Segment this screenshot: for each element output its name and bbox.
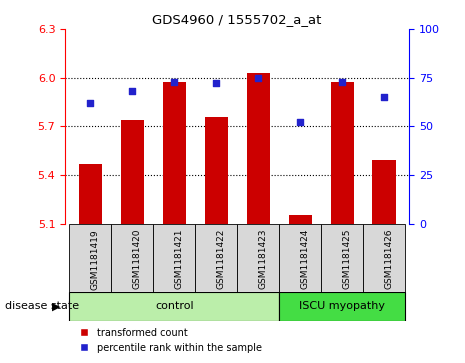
Bar: [163, 82, 186, 224]
Point: [339, 79, 346, 85]
Text: GSM1181424: GSM1181424: [300, 229, 309, 289]
Point: [86, 100, 94, 106]
Text: GSM1181423: GSM1181423: [258, 229, 267, 289]
Legend: transformed count, percentile rank within the sample: transformed count, percentile rank withi…: [70, 324, 266, 356]
Bar: [121, 120, 144, 224]
Text: control: control: [155, 301, 193, 311]
Bar: [246, 73, 270, 224]
Point: [296, 119, 304, 125]
Text: GSM1181421: GSM1181421: [174, 229, 183, 289]
Text: GSM1181426: GSM1181426: [384, 229, 393, 289]
Bar: [69, 224, 111, 291]
Bar: [237, 224, 279, 291]
Point: [213, 81, 220, 86]
Text: GSM1181425: GSM1181425: [342, 229, 351, 289]
Point: [128, 88, 136, 94]
Point: [380, 94, 388, 100]
Bar: [279, 291, 405, 321]
Text: GSM1181420: GSM1181420: [132, 229, 141, 289]
Text: ▶: ▶: [52, 301, 60, 311]
Bar: [372, 160, 396, 224]
Bar: [279, 224, 321, 291]
Bar: [331, 82, 353, 224]
Bar: [289, 215, 312, 224]
Bar: [111, 224, 153, 291]
Text: GSM1181422: GSM1181422: [216, 229, 225, 289]
Text: ISCU myopathy: ISCU myopathy: [299, 301, 385, 311]
Bar: [321, 224, 363, 291]
Title: GDS4960 / 1555702_a_at: GDS4960 / 1555702_a_at: [153, 13, 322, 26]
Bar: [205, 117, 228, 224]
Point: [171, 79, 178, 85]
Bar: [195, 224, 237, 291]
Bar: [79, 164, 102, 224]
Bar: [363, 224, 405, 291]
Point: [254, 75, 262, 81]
Text: GSM1181419: GSM1181419: [90, 229, 100, 290]
Bar: [153, 224, 195, 291]
Bar: [69, 291, 279, 321]
Text: disease state: disease state: [5, 301, 79, 311]
